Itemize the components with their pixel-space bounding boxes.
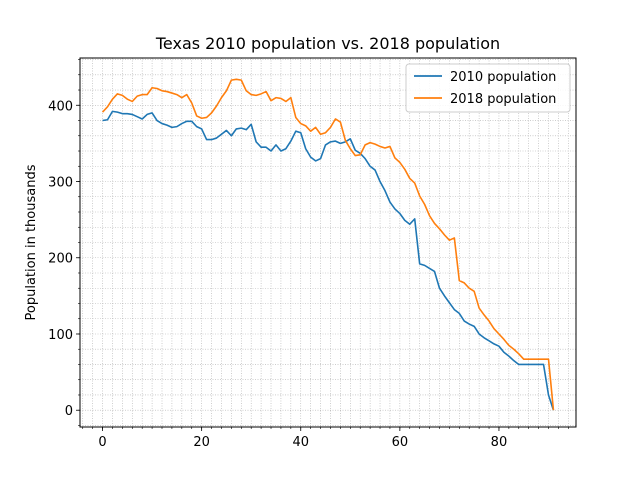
chart-title: Texas 2010 population vs. 2018 populatio… [155,34,500,53]
legend-box [405,63,571,113]
y-tick-label: 100 [48,328,73,343]
grid-lines [80,58,576,427]
series-line-2018 [101,78,555,411]
series-lines [101,78,555,411]
x-tick-label: 80 [491,435,508,450]
x-tick-label: 0 [98,435,106,450]
legend-entry: 2010 population [450,70,556,85]
y-tick-label: 300 [48,176,73,191]
y-tick-label: 0 [65,404,73,419]
legend: 2010 population 2018 population [405,63,571,113]
y-tick-label: 400 [48,99,73,114]
x-tick-label: 40 [292,435,309,450]
x-tick-label: 60 [392,435,409,450]
axis-ticks: 0 20 40 60 80 0 100 200 300 400 [48,59,569,450]
legend-entry: 2018 population [450,92,556,107]
x-tick-label: 20 [193,435,210,450]
y-tick-label: 200 [48,252,73,267]
series-line-2010 [102,110,555,411]
y-axis-label: Population in thousands [24,164,39,320]
